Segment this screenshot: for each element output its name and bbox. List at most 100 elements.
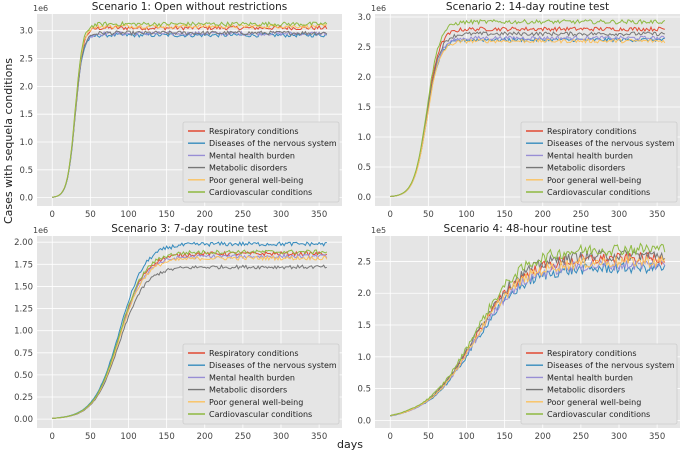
- legend-label: Diseases of the nervous system: [209, 139, 337, 148]
- legend-box: [520, 343, 678, 425]
- series-line: [390, 31, 665, 197]
- y-tick-label: 3.0: [357, 13, 371, 23]
- x-tick-label: 50: [423, 210, 434, 220]
- y-tick-label: 1.0: [357, 353, 371, 363]
- y-tick-label: 0.0: [19, 194, 33, 204]
- y-tick-label: 0.75: [14, 349, 33, 359]
- x-tick-label: 250: [573, 210, 589, 220]
- legend-label: Mental health burden: [547, 373, 633, 382]
- x-tick-label: 100: [458, 210, 474, 220]
- chart-panel-1: 0 50 100 150 200 250 300 350 0.0 0.5 1.0 1.5 2.0 2.5 3…: [19, 1, 342, 220]
- series-line: [390, 248, 666, 417]
- y-tick-label: 0.0: [357, 416, 371, 426]
- legend-label: Diseases of the nervous system: [547, 139, 675, 148]
- y-axis-exponent: 1e6: [371, 4, 386, 13]
- x-tick-label: 150: [497, 210, 513, 220]
- legend-box: [182, 343, 340, 425]
- x-tick-label: 300: [273, 210, 289, 220]
- x-tick-label: 0: [388, 432, 393, 442]
- x-tick-label: 100: [120, 210, 136, 220]
- y-tick-label: 0.5: [19, 166, 33, 176]
- legend-label: Mental health burden: [209, 373, 295, 382]
- x-axis-label: days: [337, 438, 363, 451]
- y-tick-label: 3.0: [19, 27, 33, 37]
- x-tick-label: 350: [311, 210, 327, 220]
- legend-label: Respiratory conditions: [209, 127, 299, 136]
- series-line: [52, 20, 328, 198]
- legend-box: [182, 121, 340, 203]
- x-tick-label: 200: [197, 432, 213, 442]
- x-tick-label: 0: [50, 432, 55, 442]
- chart-title: Scenario 2: 14-day routine test: [446, 1, 609, 13]
- x-tick-label: 300: [273, 432, 289, 442]
- y-tick-label: 2.5: [357, 257, 371, 267]
- x-tick-label: 50: [85, 210, 96, 220]
- y-tick-label: 1.5: [357, 103, 371, 113]
- legend-label: Cardiovascular conditions: [547, 188, 650, 197]
- x-tick-label: 50: [85, 432, 96, 442]
- chart-title: Scenario 4: 48-hour routine test: [444, 223, 612, 235]
- legend-label: Poor general well-being: [209, 398, 303, 407]
- series-line: [390, 242, 666, 417]
- legend-label: Respiratory conditions: [209, 349, 299, 358]
- chart-title: Scenario 1: Open without restrictions: [92, 1, 287, 13]
- legend-label: Metabolic disorders: [547, 164, 625, 173]
- y-axis-exponent: 1e6: [33, 4, 48, 13]
- y-tick-label: 1.75: [14, 260, 33, 270]
- y-tick-label: 2.5: [357, 43, 371, 53]
- legend-label: Mental health burden: [209, 151, 295, 160]
- series-line: [52, 23, 327, 198]
- y-tick-label: 2.5: [19, 55, 33, 65]
- legend-label: Mental health burden: [547, 151, 633, 160]
- y-tick-label: 2.0: [357, 73, 371, 83]
- legend-label: Metabolic disorders: [209, 164, 287, 173]
- x-tick-label: 0: [388, 210, 393, 220]
- y-axis-exponent: 1e6: [33, 226, 48, 235]
- series-line: [390, 18, 666, 197]
- series-line: [390, 38, 666, 197]
- y-axis-label: Cases with sequela conditions: [2, 58, 15, 224]
- x-tick-label: 200: [535, 432, 551, 442]
- y-tick-label: 0.50: [14, 371, 33, 381]
- y-tick-label: 0.0: [357, 193, 371, 203]
- x-tick-label: 300: [611, 210, 627, 220]
- x-tick-label: 100: [120, 432, 136, 442]
- y-tick-label: 1.50: [14, 282, 33, 292]
- legend-label: Poor general well-being: [547, 398, 641, 407]
- x-tick-label: 350: [649, 432, 665, 442]
- x-tick-label: 200: [197, 210, 213, 220]
- legend-label: Cardiovascular conditions: [209, 410, 312, 419]
- legend-label: Poor general well-being: [209, 176, 303, 185]
- legend-label: Cardiovascular conditions: [547, 410, 650, 419]
- y-tick-label: 1.5: [19, 110, 33, 120]
- x-tick-label: 150: [159, 210, 175, 220]
- legend-label: Cardiovascular conditions: [209, 188, 312, 197]
- x-tick-label: 100: [458, 432, 474, 442]
- y-tick-label: 2.0: [357, 289, 371, 299]
- x-tick-label: 50: [423, 432, 434, 442]
- legend-label: Respiratory conditions: [547, 127, 637, 136]
- legend-label: Metabolic disorders: [209, 386, 287, 395]
- y-tick-label: 2.00: [14, 238, 33, 248]
- series-line: [52, 249, 328, 419]
- y-tick-label: 0.25: [14, 393, 33, 403]
- y-tick-label: 1.0: [19, 138, 33, 148]
- series-line: [52, 264, 327, 419]
- y-tick-label: 1.00: [14, 327, 33, 337]
- x-tick-label: 350: [649, 210, 665, 220]
- x-tick-label: 0: [50, 210, 55, 220]
- x-tick-label: 150: [159, 432, 175, 442]
- y-tick-label: 1.5: [357, 321, 371, 331]
- chart-panel-4: 0 50 100 150 200 250 300 350 0.0 0.5 1.0 1.5 2.0 2.5 1…: [357, 223, 680, 442]
- y-tick-label: 0.00: [14, 415, 33, 425]
- x-tick-label: 200: [535, 210, 551, 220]
- series-line: [52, 29, 328, 198]
- x-tick-label: 250: [573, 432, 589, 442]
- x-tick-label: 250: [235, 210, 251, 220]
- y-tick-label: 2.0: [19, 82, 33, 92]
- series-line: [390, 25, 665, 197]
- legend-label: Respiratory conditions: [547, 349, 637, 358]
- legend-box: [520, 121, 678, 203]
- y-tick-label: 1.25: [14, 305, 33, 315]
